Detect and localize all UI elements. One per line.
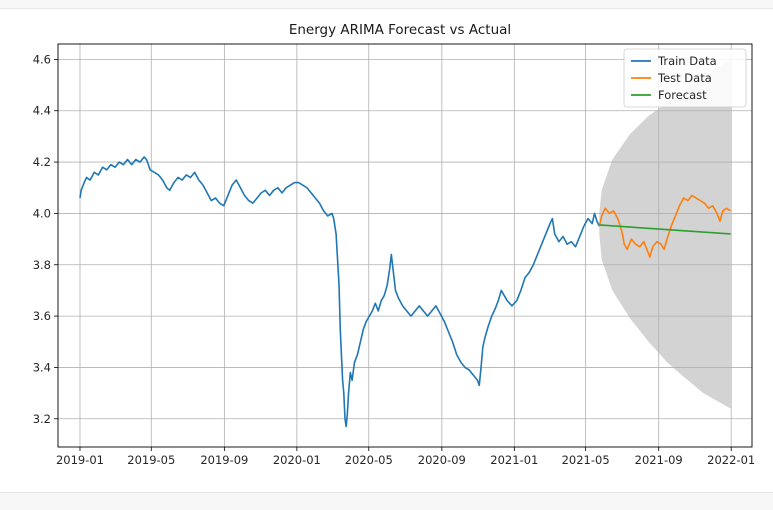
top-strip xyxy=(0,0,773,9)
y-tick-label: 4.0 xyxy=(33,206,51,220)
y-tick-label: 4.6 xyxy=(33,52,51,66)
x-tick-label: 2019-05 xyxy=(127,453,175,467)
legend-label-test-data: Test Data xyxy=(657,71,712,85)
x-tick-label: 2022-01 xyxy=(707,453,755,467)
plot-area: 2019-01 2019-05 2019-09 2020-01 2020-05 2020-… xyxy=(33,43,755,467)
legend-label-train-data: Train Data xyxy=(657,54,717,68)
legend-box xyxy=(623,48,747,108)
chart-title: Energy ARIMA Forecast vs Actual xyxy=(289,22,511,38)
x-tick-label: 2020-01 xyxy=(273,453,321,467)
legend-label-forecast: Forecast xyxy=(658,88,707,102)
test-data-line xyxy=(598,194,732,258)
x-tick-label: 2019-01 xyxy=(56,453,104,467)
x-tick-label: 2021-01 xyxy=(490,453,538,467)
confidence-band xyxy=(599,59,731,409)
y-tick-label: 4.2 xyxy=(33,155,51,169)
y-tick-label: 4.4 xyxy=(33,104,51,118)
train-data-line xyxy=(79,156,601,428)
x-tick-label: 2021-05 xyxy=(562,453,610,467)
x-tick-label: 2019-09 xyxy=(200,453,248,467)
x-tick-label: 2020-09 xyxy=(418,453,466,467)
y-tick-label: 3.6 xyxy=(33,309,51,323)
bottom-strip xyxy=(0,492,773,510)
y-tick-label: 3.8 xyxy=(33,258,51,272)
forecast-chart: Energy ARIMA Forecast vs Actual 2019-01 2… xyxy=(33,22,756,467)
x-tick-label: 2021-09 xyxy=(635,453,683,467)
x-tick-label: 2020-05 xyxy=(345,453,393,467)
forecast-line xyxy=(599,224,731,235)
y-tick-label: 3.4 xyxy=(33,360,51,374)
y-tick-label: 3.2 xyxy=(33,412,51,426)
axes-frame xyxy=(57,43,753,448)
